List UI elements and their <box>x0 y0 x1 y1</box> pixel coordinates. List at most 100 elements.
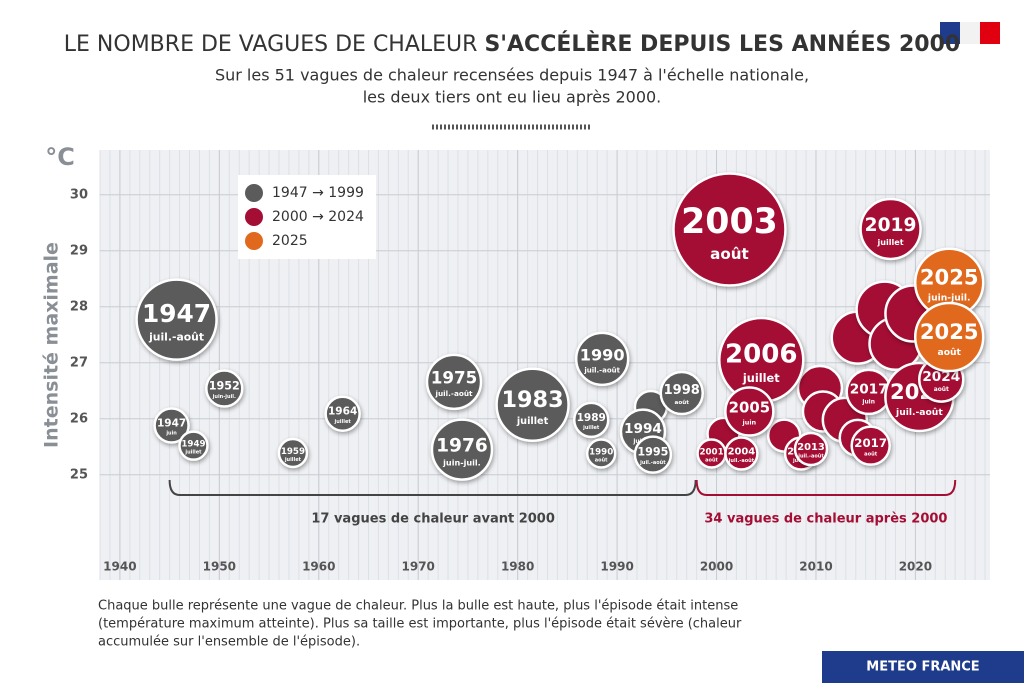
bubble-year: 1994 <box>624 421 662 437</box>
bubble-year: 1975 <box>431 368 478 388</box>
x-tick-label: 2010 <box>799 560 832 574</box>
y-tick-label: 30 <box>70 187 88 202</box>
bubble-month: juin <box>165 431 177 437</box>
bubble-year: 1990 <box>580 345 625 364</box>
bubble-month: juil.-août <box>728 457 755 464</box>
bubble-year: 1998 <box>664 383 700 398</box>
legend-marker <box>245 208 263 226</box>
logo <box>940 22 1000 44</box>
y-tick-label: 29 <box>70 243 88 258</box>
y-tick-label: 27 <box>70 355 88 370</box>
bubble-year: 2004 <box>728 447 756 458</box>
y-tick-label: 26 <box>70 411 88 426</box>
bubble-month: juil.-août <box>148 331 204 344</box>
bubble-year: 1983 <box>502 387 564 413</box>
bubble-month: juil.-août <box>434 389 473 398</box>
bubble <box>633 435 673 474</box>
bubble-year: 2025 <box>920 265 979 290</box>
bracket-label: 34 vagues de chaleur après 2000 <box>704 512 947 527</box>
bubble <box>153 407 190 444</box>
bubble-year: 2025 <box>920 319 979 344</box>
bubble <box>672 172 787 287</box>
bubble <box>178 430 209 461</box>
legend-label: 1947 → 1999 <box>272 185 364 201</box>
title-part: LE NOMBRE DE VAGUES DE CHALEUR <box>64 32 478 57</box>
bubble <box>135 278 218 361</box>
bubble-year: 1976 <box>436 436 488 457</box>
legend-marker <box>245 184 263 202</box>
bubble-month: août <box>595 456 608 463</box>
bubble-group: 1983 juillet <box>495 367 570 443</box>
bubble-month: juil.-août <box>797 453 824 460</box>
bubble-group: 2025 août <box>913 301 985 373</box>
bubble-group: 2025 juin-juil. <box>913 247 985 318</box>
bubble-month: juil.-août <box>583 366 620 375</box>
bubble <box>724 386 775 437</box>
bubble <box>913 301 985 373</box>
bubble-year: 2006 <box>725 339 797 369</box>
x-tick-label: 2000 <box>700 560 733 574</box>
legend: 1947 → 1999 2000 → 2024 2025 <box>238 175 376 259</box>
source: METEO FRANCE <box>866 660 979 675</box>
y-axis-label: Intensité maximale <box>41 242 63 448</box>
bubble-group: 1947 juil.-août <box>135 278 218 361</box>
bubble-year: 2017 <box>850 381 888 397</box>
bubble <box>574 331 630 387</box>
bubble-month: juin-juil. <box>442 458 481 468</box>
bubble-month: juin <box>861 398 875 405</box>
bracket <box>695 479 957 496</box>
y-tick-label: 28 <box>70 299 88 314</box>
bubble-month: juillet <box>876 237 903 247</box>
bubble-month: août <box>938 347 962 358</box>
bubble <box>724 436 759 471</box>
bubble-year: 2003 <box>681 202 778 242</box>
bubble-year: 1947 <box>157 417 186 429</box>
subtitle: Sur les 51 vagues de chaleur recensées d… <box>215 66 809 85</box>
x-tick-label: 1940 <box>103 560 136 574</box>
bubble-month: juillet <box>582 425 600 431</box>
x-tick-label: 1990 <box>600 560 633 574</box>
bubble-month: juillet <box>742 371 780 385</box>
bubble-month: juillet <box>516 416 549 427</box>
bubble-year: 2013 <box>797 442 825 453</box>
bubble-month: juin-juil. <box>927 293 971 304</box>
bubble <box>425 353 483 411</box>
bracket <box>168 479 697 496</box>
bubble-year: 2017 <box>854 436 887 450</box>
bubble <box>277 437 309 469</box>
bubble-year: 2024 <box>922 369 960 385</box>
bubble-year: 1964 <box>328 406 357 418</box>
bubble-group: 1947 juin <box>153 407 190 444</box>
bubble-month: juillet <box>334 419 352 425</box>
bubble-year: 1949 <box>181 440 205 450</box>
bubble-month: août <box>710 245 749 263</box>
bubble <box>585 438 617 469</box>
bubble-month: juillet <box>284 457 302 463</box>
title-emphasis: S'ACCÉLÈRE DEPUIS LES ANNÉES 2000 <box>484 31 960 57</box>
source-box <box>822 651 1024 683</box>
chart-title: LE NOMBRE DE VAGUES DE CHALEUR S'ACCÉLÈR… <box>64 31 960 57</box>
legend-label: 2025 <box>272 233 308 249</box>
plot: 1940 1950 1960 1970 1980 1990 2000 2010 2020 25 26… <box>70 150 990 580</box>
bubble-month: juil.-août <box>895 407 943 418</box>
bubble-month: juin <box>742 418 757 426</box>
bubble <box>859 197 922 261</box>
bubble-month: août <box>934 386 949 393</box>
bubble <box>430 418 494 481</box>
bubble-month: août <box>705 456 718 463</box>
bubble <box>793 431 829 467</box>
bubble-month: juin-juil. <box>212 394 236 400</box>
